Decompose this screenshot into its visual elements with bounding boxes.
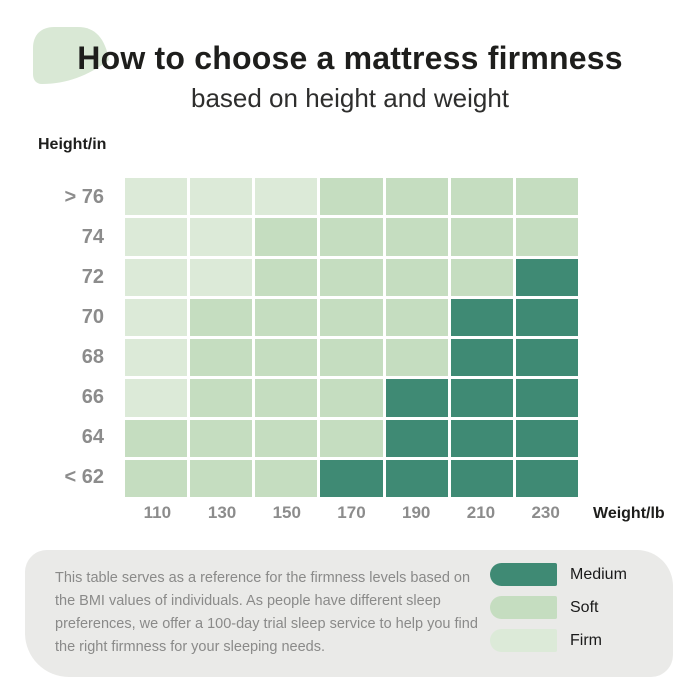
legend: Medium Soft Firm xyxy=(490,563,627,662)
heatmap-cell-68-150 xyxy=(255,339,318,377)
row-label: 72 xyxy=(81,266,104,289)
heatmap-cell-62-110 xyxy=(125,459,188,497)
heatmap-cell-76-230 xyxy=(515,178,578,216)
legend-label: Firm xyxy=(570,631,602,649)
column-label: 110 xyxy=(143,503,172,522)
heatmap-cell-74-190 xyxy=(385,218,448,256)
heatmap-cell-70-110 xyxy=(125,298,188,336)
leaf-decoration-icon xyxy=(33,27,109,84)
column-label: 230 xyxy=(531,503,560,522)
page-title: How to choose a mattress firmness xyxy=(77,40,623,76)
row-label: < 62 xyxy=(64,465,104,488)
heatmap-cell-64-110 xyxy=(125,419,188,457)
heatmap-cell-62-210 xyxy=(450,459,513,497)
column-label: 150 xyxy=(272,503,301,522)
heatmap-cell-68-210 xyxy=(450,339,513,377)
column-label: 170 xyxy=(337,503,366,522)
footer-note-text: This table serves as a reference for the… xyxy=(55,570,478,655)
legend-label: Soft xyxy=(570,598,599,616)
legend-item-firm: Firm xyxy=(490,629,627,652)
heatmap-cell-72-190 xyxy=(385,258,448,296)
heatmap-cell-66-230 xyxy=(515,379,578,417)
heatmap-cell-70-190 xyxy=(385,298,448,336)
heatmap-cell-66-210 xyxy=(450,379,513,417)
heatmap-cell-74-170 xyxy=(320,218,383,256)
heatmap-cell-68-110 xyxy=(125,339,188,377)
column-label: 190 xyxy=(402,503,431,522)
footer-panel: This table serves as a reference for the… xyxy=(25,550,673,677)
heatmap-cell-76-130 xyxy=(190,178,253,216)
heatmap-cell-64-130 xyxy=(190,419,253,457)
row-label: 68 xyxy=(81,345,104,368)
heatmap-cell-68-230 xyxy=(515,339,578,377)
row-label: > 76 xyxy=(64,186,104,209)
heatmap-cell-64-170 xyxy=(320,419,383,457)
row-label: 64 xyxy=(81,425,104,448)
legend-swatch-firm xyxy=(490,629,557,652)
heatmap-cell-66-190 xyxy=(385,379,448,417)
heatmap-cell-72-210 xyxy=(450,258,513,296)
heatmap-cell-70-150 xyxy=(255,298,318,336)
heatmap-cell-76-190 xyxy=(385,178,448,216)
heatmap-cell-66-150 xyxy=(255,379,318,417)
legend-item-medium: Medium xyxy=(490,563,627,586)
heatmap-cell-70-170 xyxy=(320,298,383,336)
legend-item-soft: Soft xyxy=(490,596,627,619)
heatmap-cell-62-130 xyxy=(190,459,253,497)
legend-label: Medium xyxy=(570,565,627,583)
heatmap-cell-76-170 xyxy=(320,178,383,216)
heatmap-cell-62-190 xyxy=(385,459,448,497)
heatmap-cell-76-210 xyxy=(450,178,513,216)
heatmap-cell-66-170 xyxy=(320,379,383,417)
page-subtitle: based on height and weight xyxy=(190,83,510,113)
heatmap-cell-72-230 xyxy=(515,258,578,296)
y-axis-title: Height/in xyxy=(38,136,107,153)
heatmap-cell-70-230 xyxy=(515,298,578,336)
heatmap-cell-74-130 xyxy=(190,218,253,256)
heatmap-cell-72-150 xyxy=(255,258,318,296)
row-label: 66 xyxy=(81,385,104,408)
heatmap-cell-66-130 xyxy=(190,379,253,417)
heatmap-cell-64-150 xyxy=(255,419,318,457)
heatmap-cell-64-190 xyxy=(385,419,448,457)
heatmap-cell-74-230 xyxy=(515,218,578,256)
x-axis-title: Weight/lb xyxy=(593,505,665,522)
heatmap-row-labels: > 76 74 72 70 68 66 64 < 62 xyxy=(0,178,104,497)
heatmap-cell-68-190 xyxy=(385,339,448,377)
heatmap-cell-62-170 xyxy=(320,459,383,497)
firmness-heatmap xyxy=(125,178,578,497)
heatmap-cell-66-110 xyxy=(125,379,188,417)
heatmap-column-labels: 110 130 150 170 190 210 230 xyxy=(125,503,578,523)
row-label: 70 xyxy=(81,306,104,329)
heatmap-cell-68-130 xyxy=(190,339,253,377)
heatmap-cell-74-150 xyxy=(255,218,318,256)
heatmap-cell-72-110 xyxy=(125,258,188,296)
row-label: 74 xyxy=(81,226,104,249)
heatmap-cell-72-170 xyxy=(320,258,383,296)
heatmap-cell-72-130 xyxy=(190,258,253,296)
heatmap-cell-74-210 xyxy=(450,218,513,256)
legend-swatch-soft xyxy=(490,596,557,619)
column-label: 130 xyxy=(207,503,237,522)
heatmap-cell-74-110 xyxy=(125,218,188,256)
heatmap-cell-68-170 xyxy=(320,339,383,377)
heatmap-cell-76-150 xyxy=(255,178,318,216)
legend-swatch-medium xyxy=(490,563,557,586)
heatmap-cell-64-230 xyxy=(515,419,578,457)
heatmap-cell-62-230 xyxy=(515,459,578,497)
heatmap-cell-76-110 xyxy=(125,178,188,216)
heatmap-cell-70-210 xyxy=(450,298,513,336)
heatmap-cell-64-210 xyxy=(450,419,513,457)
column-label: 210 xyxy=(466,503,496,522)
heatmap-cell-70-130 xyxy=(190,298,253,336)
heatmap-cell-62-150 xyxy=(255,459,318,497)
